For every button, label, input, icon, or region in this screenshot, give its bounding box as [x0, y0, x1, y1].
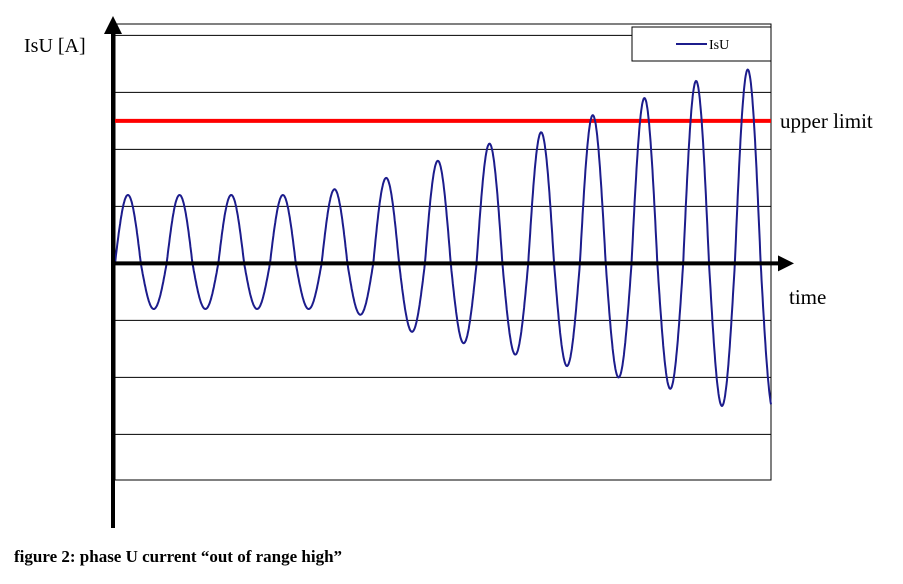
y-axis-arrowhead — [104, 16, 122, 34]
plot-area — [114, 23, 772, 481]
upper-limit-label: upper limit — [780, 109, 873, 133]
series-line-isu — [114, 68, 772, 407]
x-axis-arrowhead — [778, 255, 794, 272]
legend-label-isu: IsU — [709, 38, 729, 53]
grid-lines — [115, 34, 771, 435]
x-axis-label: time — [789, 285, 826, 309]
figure-caption: figure 2: phase U current “out of range … — [14, 547, 343, 566]
y-axis-label: IsU [A] — [24, 35, 86, 57]
